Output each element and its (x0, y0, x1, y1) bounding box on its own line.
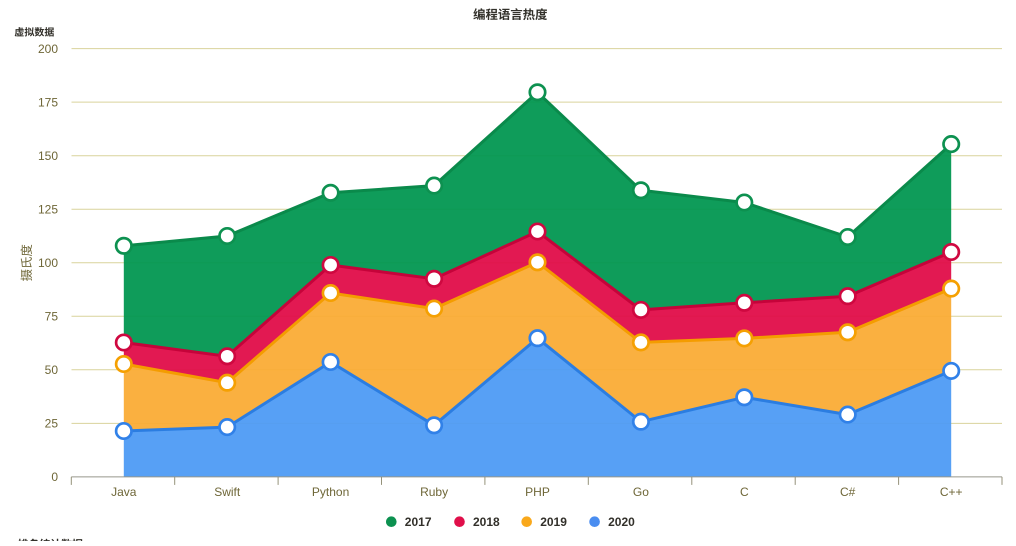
svg-text:0: 0 (51, 470, 58, 484)
svg-text:125: 125 (38, 203, 58, 217)
svg-text:C#: C# (840, 485, 856, 499)
svg-text:C: C (740, 485, 749, 499)
svg-text:Python: Python (312, 485, 349, 499)
svg-text:Swift: Swift (214, 485, 241, 499)
svg-text:150: 150 (38, 149, 58, 163)
svg-text:2019: 2019 (540, 515, 567, 529)
svg-text:200: 200 (38, 42, 58, 56)
svg-text:175: 175 (38, 95, 58, 109)
svg-text:PHP: PHP (525, 485, 550, 499)
svg-text:2018: 2018 (473, 515, 500, 529)
svg-text:Go: Go (633, 485, 649, 499)
svg-text:100: 100 (38, 256, 58, 270)
svg-text:C++: C++ (940, 485, 963, 499)
svg-text:2017: 2017 (405, 515, 432, 529)
svg-text:Java: Java (111, 485, 137, 499)
svg-text:50: 50 (45, 363, 59, 377)
svg-text:75: 75 (45, 310, 59, 324)
svg-text:Ruby: Ruby (420, 485, 448, 499)
svg-text:25: 25 (45, 417, 59, 431)
svg-text:2020: 2020 (608, 515, 635, 529)
